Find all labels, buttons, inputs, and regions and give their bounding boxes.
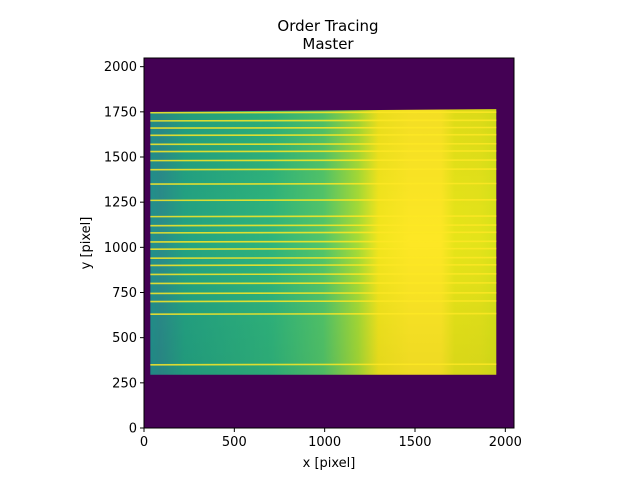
y-tick-label: 250: [112, 376, 137, 391]
x-tick-label: 0: [140, 435, 148, 450]
x-axis-label: x [pixel]: [303, 456, 356, 471]
y-tick-label: 750: [112, 286, 137, 301]
y-tick-label: 1250: [104, 196, 137, 211]
order-trace: [150, 142, 497, 146]
y-tick-label: 500: [112, 331, 137, 346]
chart-title: Order Tracing: [277, 17, 378, 35]
y-tick-label: 1500: [104, 151, 137, 166]
y-tick-label: 2000: [104, 60, 137, 75]
order-trace: [150, 282, 497, 285]
y-tick-label: 1750: [104, 105, 137, 120]
y-axis-label: y [pixel]: [79, 217, 94, 270]
order-trace: [150, 256, 497, 259]
order-trace: [150, 126, 497, 129]
order-trace: [150, 231, 497, 234]
order-trace: [150, 273, 497, 276]
plot-frame: [143, 57, 515, 429]
order-trace: [150, 133, 497, 137]
order-trace: [150, 300, 497, 303]
x-tick-label: 1500: [398, 435, 431, 450]
order-trace: [150, 363, 497, 366]
order-trace: [150, 264, 497, 267]
order-trace: [150, 168, 497, 171]
x-tick-label: 500: [222, 435, 247, 450]
y-tick-label: 1000: [104, 241, 137, 256]
y-tick-label: 0: [129, 422, 137, 437]
order-trace: [150, 111, 497, 114]
order-trace: [150, 119, 497, 122]
chart-subtitle: Master: [302, 35, 354, 53]
order-trace: [150, 224, 497, 227]
x-tick-label: 1000: [308, 435, 341, 450]
order-trace: [150, 312, 497, 315]
order-trace: [150, 247, 497, 250]
order-trace: [150, 182, 497, 185]
order-trace: [150, 215, 497, 218]
order-trace: [150, 292, 497, 295]
x-tick-label: 2000: [489, 435, 522, 450]
order-trace: [150, 198, 497, 202]
order-trace: [150, 159, 497, 162]
order-trace: [150, 240, 497, 243]
order-trace: [150, 150, 497, 153]
